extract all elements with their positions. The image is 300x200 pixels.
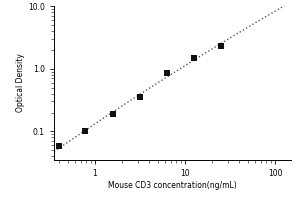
Point xyxy=(110,112,115,116)
Point xyxy=(218,44,223,48)
Point xyxy=(83,130,88,133)
Point xyxy=(191,56,196,59)
Y-axis label: Optical Density: Optical Density xyxy=(16,54,25,112)
Point xyxy=(57,145,62,148)
Point xyxy=(137,96,142,99)
X-axis label: Mouse CD3 concentration(ng/mL): Mouse CD3 concentration(ng/mL) xyxy=(108,181,237,190)
Point xyxy=(164,72,169,75)
